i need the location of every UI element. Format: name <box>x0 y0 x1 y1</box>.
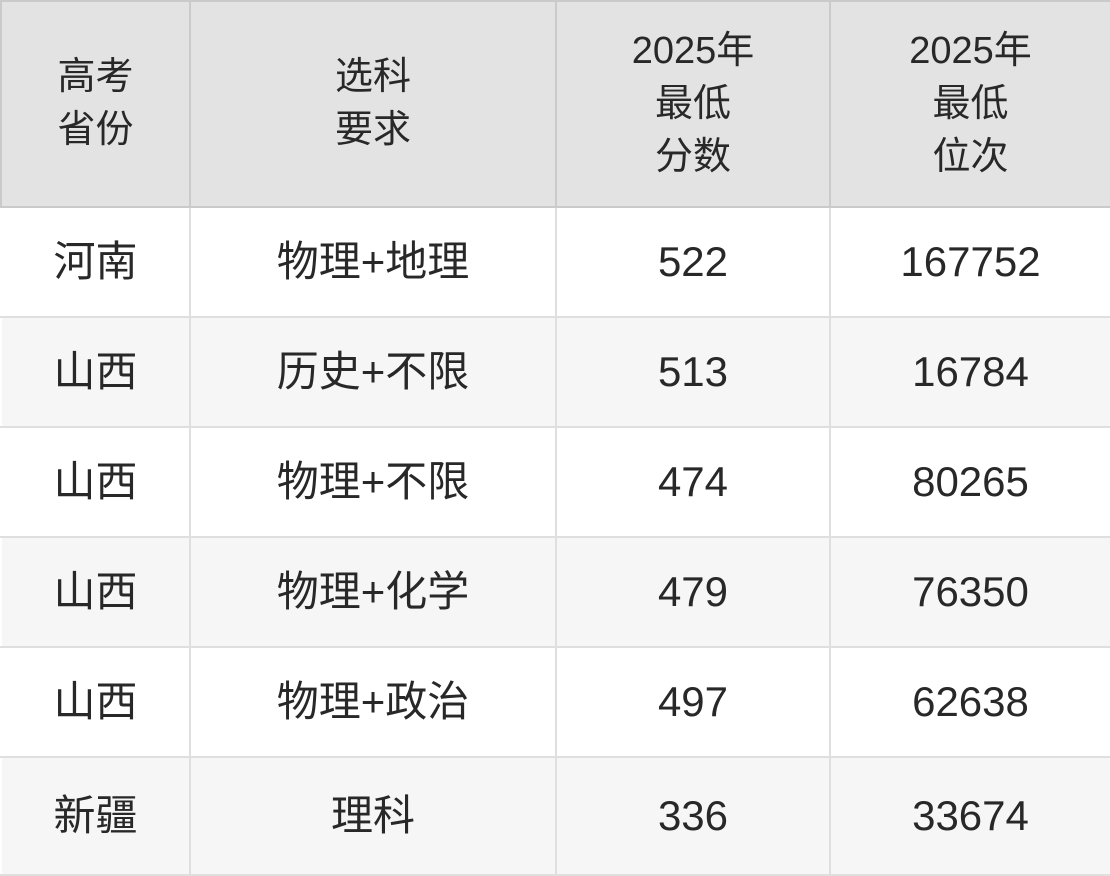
cell-rank: 16784 <box>829 316 1110 428</box>
cell-province: 河南 <box>0 206 191 318</box>
cell-score: 474 <box>555 426 831 538</box>
cell-province: 山西 <box>0 316 191 428</box>
table-row: 山西 物理+不限 474 80265 <box>0 426 1110 538</box>
col-header-min-score: 2025年 最低 分数 <box>555 0 831 208</box>
cell-score: 497 <box>555 646 831 758</box>
col-header-min-score-label: 2025年 最低 分数 <box>631 29 755 178</box>
table-row: 山西 物理+政治 497 62638 <box>0 646 1110 758</box>
col-header-subjects: 选科 要求 <box>189 0 557 208</box>
table-header: 高考 省份 选科 要求 2025年 最低 分数 2025年 最低 位次 <box>0 0 1110 208</box>
cell-score: 336 <box>555 756 831 876</box>
cell-subjects: 物理+不限 <box>189 426 557 538</box>
cell-subjects: 历史+不限 <box>189 316 557 428</box>
col-header-province-label: 高考 省份 <box>57 56 134 151</box>
table-body: 河南 物理+地理 522 167752 山西 历史+不限 513 16784 山… <box>0 206 1110 876</box>
cell-rank: 33674 <box>829 756 1110 876</box>
cell-score: 522 <box>555 206 831 318</box>
cell-province: 山西 <box>0 646 191 758</box>
table-row: 新疆 理科 336 33674 <box>0 756 1110 876</box>
col-header-province: 高考 省份 <box>0 0 191 208</box>
cell-province: 新疆 <box>0 756 191 876</box>
cell-rank: 62638 <box>829 646 1110 758</box>
cell-score: 479 <box>555 536 831 648</box>
table-row: 河南 物理+地理 522 167752 <box>0 206 1110 318</box>
cell-subjects: 物理+地理 <box>189 206 557 318</box>
table-row: 山西 历史+不限 513 16784 <box>0 316 1110 428</box>
cell-rank: 80265 <box>829 426 1110 538</box>
cell-rank: 76350 <box>829 536 1110 648</box>
cell-subjects: 物理+政治 <box>189 646 557 758</box>
cell-rank: 167752 <box>829 206 1110 318</box>
header-row: 高考 省份 选科 要求 2025年 最低 分数 2025年 最低 位次 <box>0 0 1110 208</box>
table-row: 山西 物理+化学 479 76350 <box>0 536 1110 648</box>
col-header-subjects-label: 选科 要求 <box>334 56 411 151</box>
cell-province: 山西 <box>0 536 191 648</box>
col-header-min-rank: 2025年 最低 位次 <box>829 0 1110 208</box>
cell-score: 513 <box>555 316 831 428</box>
cell-province: 山西 <box>0 426 191 538</box>
col-header-min-rank-label: 2025年 最低 位次 <box>909 29 1032 178</box>
cell-subjects: 物理+化学 <box>189 536 557 648</box>
cell-subjects: 理科 <box>189 756 557 876</box>
